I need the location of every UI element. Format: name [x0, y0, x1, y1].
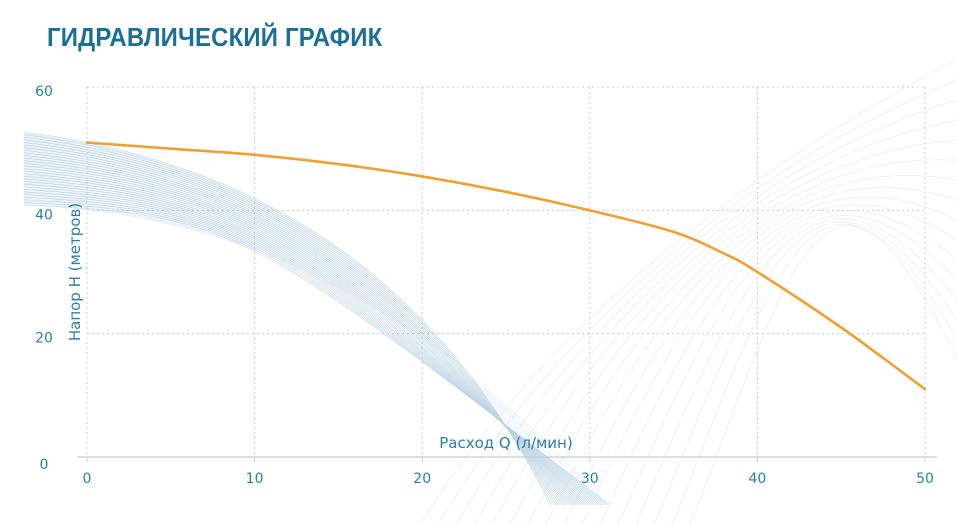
background-wave-line: [509, 159, 957, 525]
background-wave-line: [635, 218, 957, 525]
fan-line: [23, 199, 606, 506]
tick-labels: 0 10 20 30 40 50 0 20 40 60: [35, 84, 934, 487]
fan-line: [23, 183, 594, 506]
series-layer: [85, 141, 927, 391]
background-wave-line: [545, 187, 957, 525]
background-wave-line: [617, 215, 957, 525]
background-wave-line: [653, 221, 957, 525]
fan-line: [23, 170, 583, 506]
fan-line: [23, 139, 557, 506]
fan-line: [23, 186, 596, 506]
fan-line: [23, 165, 579, 506]
performance-curve: [85, 141, 927, 391]
x-tick-label: 20: [413, 471, 431, 487]
chart-title: ГИДРАВЛИЧЕСКИЙ ГРАФИК: [47, 22, 383, 52]
fan-line: [23, 136, 555, 506]
fan-line: [23, 134, 553, 506]
y-tick-label: 60: [35, 84, 53, 100]
fan-line: [23, 202, 609, 506]
x-tick-label: 10: [246, 471, 264, 487]
fan-line: [23, 168, 581, 506]
fan-line: [23, 142, 559, 506]
background-wave-line: [599, 210, 957, 525]
background-wave-line: [689, 225, 957, 525]
fan-line: [23, 173, 585, 506]
background-wave-lines: [419, 59, 957, 525]
fan-line: [23, 149, 566, 506]
grid-lines: [87, 86, 926, 457]
x-axis-label: Расход Q (л/мин): [439, 434, 572, 452]
fan-line: [23, 181, 591, 506]
fan-line: [23, 196, 604, 506]
background-wave-line: [419, 59, 957, 525]
fan-line: [23, 176, 587, 506]
background-wave-line: [437, 79, 957, 525]
fan-line: [23, 178, 589, 506]
y-tick-label: 0: [40, 457, 49, 473]
background-wave-line: [671, 223, 957, 525]
y-tick-label: 40: [35, 207, 53, 223]
fan-fill: [24, 132, 610, 505]
fan-line: [23, 189, 598, 506]
x-tick-label: 0: [83, 471, 92, 487]
axes: [77, 87, 937, 462]
fan-line: [23, 204, 611, 506]
background-wave-line: [581, 204, 957, 525]
fan-line: [23, 131, 551, 506]
x-tick-label: 40: [748, 471, 766, 487]
fan-line: [23, 152, 568, 506]
fan-line: [23, 194, 602, 506]
y-tick-label: 20: [35, 331, 53, 347]
fan-line: [23, 162, 576, 506]
background-wave-line: [455, 99, 957, 525]
fan-line: [23, 147, 564, 506]
fan-line: [23, 157, 572, 506]
background-wave-line: [563, 196, 957, 525]
fan-line: [23, 160, 574, 506]
y-axis-label: Напор Н (метров): [66, 203, 84, 341]
fan-line: [23, 191, 600, 506]
x-tick-label: 30: [581, 471, 599, 487]
fan-line: [23, 155, 570, 506]
background-wave-line: [527, 174, 957, 525]
background-fan-decoration: [23, 131, 611, 506]
x-tick-label: 50: [916, 471, 934, 487]
fan-line: [23, 144, 561, 506]
